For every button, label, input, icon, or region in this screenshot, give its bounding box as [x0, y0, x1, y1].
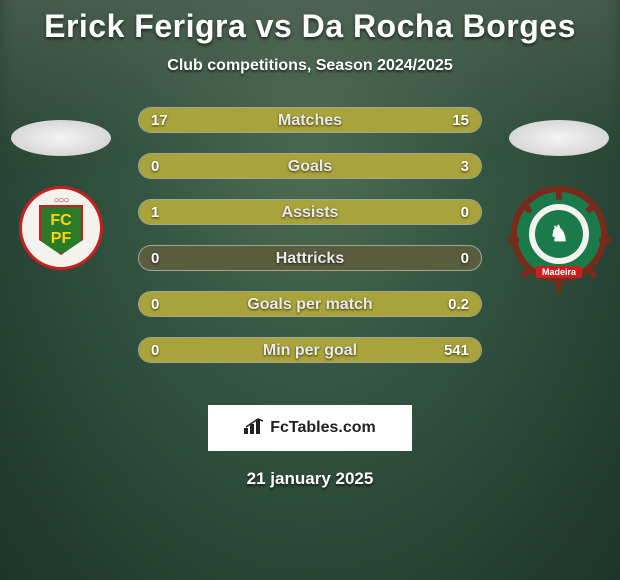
- stat-label: Matches: [139, 108, 481, 134]
- stat-value-right: 0: [461, 200, 469, 226]
- stat-label: Goals: [139, 154, 481, 180]
- stat-label: Goals per match: [139, 292, 481, 318]
- stat-value-left: 17: [151, 108, 168, 134]
- stat-value-left: 0: [151, 292, 159, 318]
- stat-label: Hattricks: [139, 246, 481, 272]
- stat-row: Matches17 15: [138, 107, 482, 133]
- stat-row: Goals per match0 0.2: [138, 291, 482, 317]
- page-title: Erick Ferigra vs Da Rocha Borges: [0, 0, 620, 45]
- stat-value-left: 0: [151, 246, 159, 272]
- stat-row: Min per goal0 541: [138, 337, 482, 363]
- stat-row: Assists1 0: [138, 199, 482, 225]
- stat-value-left: 1: [151, 200, 159, 226]
- stat-value-right: 15: [452, 108, 469, 134]
- subtitle: Club competitions, Season 2024/2025: [0, 57, 620, 75]
- watermark-text: FcTables.com: [270, 419, 376, 437]
- date-text: 21 january 2025: [0, 469, 620, 489]
- stat-row: Goals0 3: [138, 153, 482, 179]
- stat-value-left: 0: [151, 154, 159, 180]
- watermark: FcTables.com: [208, 405, 412, 451]
- stat-label: Assists: [139, 200, 481, 226]
- stat-value-right: 3: [461, 154, 469, 180]
- stat-value-right: 0.2: [448, 292, 469, 318]
- stat-value-right: 541: [444, 338, 469, 364]
- stats-area: Matches1715Goals03Assists10Hattricks00Go…: [0, 107, 620, 387]
- stat-value-right: 0: [461, 246, 469, 272]
- stat-label: Min per goal: [139, 338, 481, 364]
- stat-value-left: 0: [151, 338, 159, 364]
- chart-icon: [244, 418, 264, 439]
- stat-row: Hattricks0 0: [138, 245, 482, 271]
